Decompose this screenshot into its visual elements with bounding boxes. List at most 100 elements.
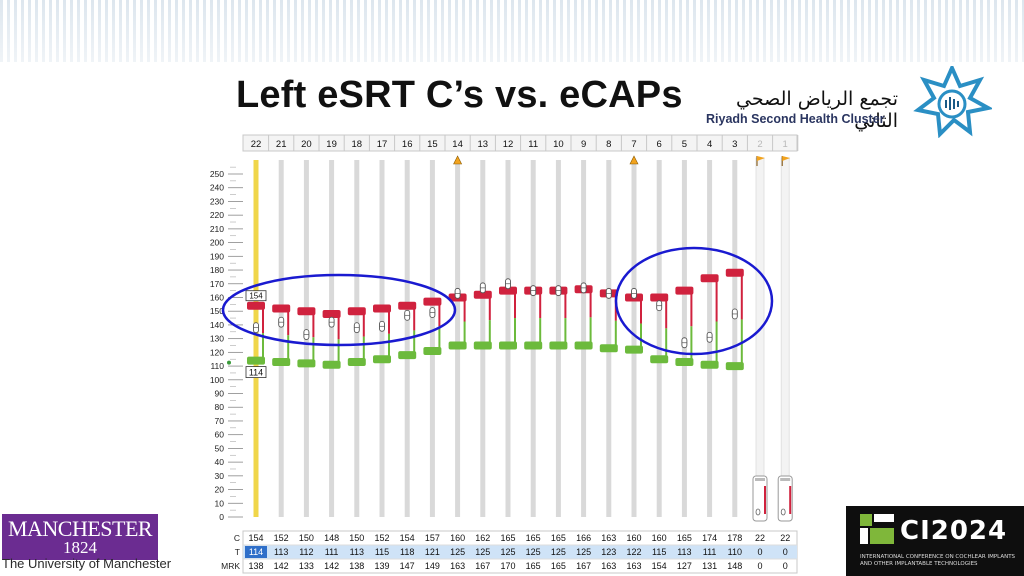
university-logo-name: MANCHESTER <box>7 516 153 541</box>
c-level-marker <box>398 301 417 310</box>
y-tick-label: 190 <box>210 251 224 261</box>
t-level-marker <box>499 341 517 350</box>
electrode-header-label: 5 <box>682 139 687 150</box>
values-table-cell: 165 <box>551 533 566 543</box>
electrode-header-label: 4 <box>707 139 712 150</box>
conference-logo: CI2024 INTERNATIONAL CONFERENCE ON COCHL… <box>846 506 1024 576</box>
values-table-cell: 178 <box>727 533 742 543</box>
y-tick-label: 130 <box>210 334 224 344</box>
values-table-cell: 150 <box>299 533 314 543</box>
values-table-cell: 127 <box>677 561 692 571</box>
values-table-cell: 163 <box>626 561 641 571</box>
values-table-cell: 152 <box>274 533 289 543</box>
y-tick-label: 120 <box>210 347 224 357</box>
electrode-track <box>656 160 662 517</box>
electrode-header-label: 9 <box>581 139 586 150</box>
values-table-cell: 22 <box>755 533 765 543</box>
values-table-cell: 142 <box>274 561 289 571</box>
electrode-track <box>429 160 435 517</box>
values-table-cell: 113 <box>350 547 364 557</box>
conference-logo-title: CI2024 <box>900 516 1008 546</box>
values-table-cell: 115 <box>375 547 389 557</box>
t-level-marker <box>650 355 669 364</box>
flag-icon <box>757 156 765 161</box>
t-level-marker <box>625 345 643 354</box>
electrode-header <box>242 134 798 152</box>
values-table-cell: 163 <box>450 561 465 571</box>
electrode-header-label: 17 <box>377 139 388 150</box>
values-table-cell: 154 <box>248 533 263 543</box>
values-table-cell: 138 <box>349 561 364 571</box>
y-tick-label: 140 <box>210 320 224 330</box>
university-logo: MANCHESTER 1824 <box>0 506 162 576</box>
values-table-cell: 22 <box>780 533 790 543</box>
y-tick-label: 250 <box>210 169 224 179</box>
t-level-marker <box>549 341 568 350</box>
electrode-track <box>329 160 335 517</box>
c-value-tag <box>245 290 267 302</box>
c-level-marker <box>675 286 694 295</box>
electrode-track <box>505 160 511 517</box>
y-tick-label: 150 <box>210 306 224 316</box>
electrode-header-label: 19 <box>326 139 337 150</box>
electrode-track <box>732 160 738 517</box>
values-table-cell: 150 <box>349 533 364 543</box>
values-table-cell: 111 <box>325 547 339 557</box>
university-logo-subtitle: The University of Manchester <box>2 556 172 571</box>
electrode-slider-range <box>764 486 766 514</box>
values-table-cell: 154 <box>400 533 415 543</box>
values-table-cell: 162 <box>475 533 490 543</box>
electrode-track-disabled <box>755 157 765 489</box>
y-tick-label: 240 <box>210 183 224 193</box>
c-level-marker <box>297 307 316 316</box>
values-table-cell: 125 <box>500 547 515 557</box>
electrode-track <box>530 160 536 517</box>
values-table-selected-cell <box>245 546 267 558</box>
y-tick-label: 200 <box>210 238 224 248</box>
values-table-cell: 165 <box>677 533 692 543</box>
c-level-marker <box>499 286 517 295</box>
c-level-marker <box>373 304 391 313</box>
values-table-cell: 125 <box>450 547 465 557</box>
electrode-header-label: 7 <box>631 139 636 150</box>
electrode-track <box>480 160 486 517</box>
t-level-marker <box>398 351 417 360</box>
electrode-header-label: 18 <box>352 139 363 150</box>
values-table-cell: 160 <box>626 533 641 543</box>
values-table-cell: 133 <box>299 561 314 571</box>
values-table-row-label: T <box>235 547 240 557</box>
t-level-marker <box>599 344 618 353</box>
t-value-tag <box>245 366 267 378</box>
conference-logo-subtitle: INTERNATIONAL CONFERENCE ON COCHLEAR IMP… <box>860 554 1016 567</box>
values-table-cell: 114 <box>249 547 263 557</box>
values-table-cell: 121 <box>425 547 440 557</box>
c-level-marker <box>272 304 291 313</box>
t-level-marker <box>473 341 492 350</box>
y-tick-label: 20 <box>215 485 225 495</box>
values-table-cell: 112 <box>299 547 313 557</box>
values-table-cell: 115 <box>652 547 666 557</box>
values-table-cell: 0 <box>783 547 788 557</box>
values-table-cell: 167 <box>576 561 591 571</box>
electrode-track-selected <box>253 160 259 517</box>
electrode-track <box>455 160 461 517</box>
electrode-header-label: 11 <box>528 139 538 150</box>
electrode-header-label: 3 <box>732 139 737 150</box>
values-table-cell: 157 <box>425 533 440 543</box>
t-level-marker <box>347 357 366 366</box>
c-level-marker <box>247 301 265 310</box>
values-table-row-label: C <box>234 533 240 543</box>
university-logo-year: 1824 <box>63 538 97 557</box>
t-level-marker <box>675 357 694 366</box>
y-tick-label: 90 <box>215 389 225 399</box>
c-level-marker <box>322 309 341 318</box>
c-level-marker <box>347 307 366 316</box>
c-level-marker <box>423 297 442 306</box>
values-table-cell: 149 <box>425 561 440 571</box>
electrode-track <box>379 160 385 517</box>
electrode-slider-top <box>755 478 765 481</box>
c-level-marker <box>700 274 719 283</box>
y-tick-label: 230 <box>210 196 224 206</box>
values-table-cell: 170 <box>500 561 515 571</box>
